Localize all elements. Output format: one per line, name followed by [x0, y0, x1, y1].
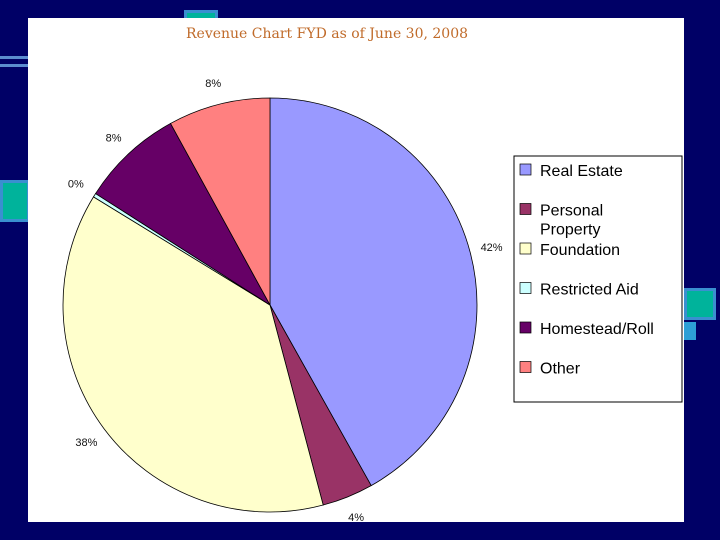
pie-chart: Revenue Chart FYD as of June 30, 2008 42…: [62, 26, 683, 522]
decorative-line-left-2: [0, 64, 30, 67]
legend-label-homestead-roll: Homestead/Roll: [540, 321, 654, 338]
legend-swatch-foundation: [519, 242, 532, 255]
legend-label-real-estate: Real Estate: [540, 163, 623, 180]
pie-slice-foundation: [62, 196, 324, 513]
pie-slice-other: [170, 97, 271, 306]
slide-canvas: Revenue Chart FYD as of June 30, 2008 42…: [28, 18, 684, 522]
chart-title: Revenue Chart FYD as of June 30, 2008: [186, 26, 468, 42]
legend-swatch-homestead-roll: [519, 321, 532, 334]
legend-swatch-other: [519, 361, 532, 373]
legend-label-other: Other: [540, 361, 581, 378]
decorative-square-left: [0, 180, 30, 222]
slice-label-real-estate: 42%: [481, 242, 503, 254]
decorative-square-right-2: [684, 322, 696, 340]
slice-label-restricted-aid: 0%: [68, 179, 84, 191]
legend-swatch-restricted-aid: [519, 282, 532, 294]
pie-slice-homestead-roll: [95, 122, 271, 306]
decorative-line-left: [0, 56, 30, 59]
legend-label-personal-property-line-1: Personal: [540, 203, 603, 220]
legend-label-foundation: Foundation: [540, 242, 620, 259]
slice-label-other: 8%: [205, 78, 221, 90]
legend-label-personal-property-line-2: Property: [540, 222, 600, 239]
slice-label-foundation: 38%: [75, 437, 97, 449]
legend-swatch-personal-property: [519, 203, 532, 215]
legend-swatch-real-estate: [519, 163, 532, 176]
legend-label-restricted-aid: Restricted Aid: [540, 282, 639, 299]
decorative-square-right: [684, 288, 716, 320]
legend-box: [513, 155, 683, 403]
slice-label-homestead-roll: 8%: [106, 133, 122, 145]
slice-label-personal-property: 4%: [348, 512, 364, 522]
pie-slice-real-estate: [269, 97, 478, 487]
